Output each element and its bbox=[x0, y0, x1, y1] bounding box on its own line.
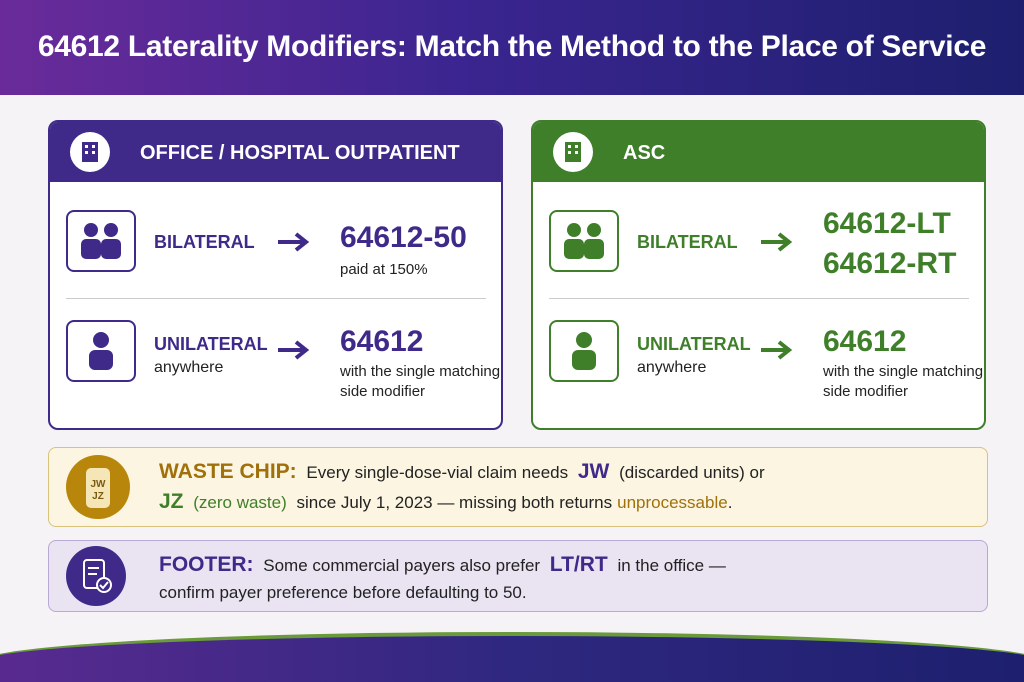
code: JW bbox=[577, 460, 610, 483]
footer-label: FOOTER: bbox=[159, 553, 254, 576]
arrow bbox=[761, 232, 793, 252]
code: JZ bbox=[159, 490, 184, 513]
people-icon bbox=[549, 210, 619, 272]
highlight: unprocessable bbox=[617, 493, 728, 512]
building-icon bbox=[553, 132, 593, 172]
arrow bbox=[761, 340, 793, 360]
panel-header: ASC bbox=[533, 122, 984, 182]
divider bbox=[549, 298, 969, 299]
note: with the single matching side modifier bbox=[340, 363, 501, 400]
chip-label: WASTE CHIP: bbox=[159, 460, 297, 483]
text: Some commercial payers also prefer bbox=[263, 556, 541, 575]
text: in the office — bbox=[617, 556, 726, 575]
person-icon bbox=[549, 320, 619, 382]
text: Every single-dose-vial claim needs bbox=[306, 463, 569, 482]
text-line: JZ (zero waste) since July 1, 2023 — mis… bbox=[159, 490, 737, 514]
code: 64612-50 bbox=[340, 221, 467, 254]
vial-icon: JW JZ bbox=[66, 455, 130, 519]
person-icon bbox=[66, 320, 136, 382]
panel-heading: ASC bbox=[623, 142, 666, 164]
icon-text: JZ bbox=[92, 491, 104, 502]
code: 64612 bbox=[340, 325, 424, 358]
code: 64612-LT bbox=[823, 207, 951, 240]
row-sublabel: anywhere bbox=[637, 359, 707, 376]
panel-heading: OFFICE / HOSPITAL OUTPATIENT bbox=[140, 142, 460, 164]
text: (zero waste) bbox=[193, 493, 287, 512]
code: 64612 bbox=[823, 325, 907, 358]
text-line: WASTE CHIP: Every single-dose-vial claim… bbox=[159, 460, 770, 484]
footer-band bbox=[0, 632, 1024, 682]
arrow bbox=[278, 340, 310, 360]
code: 64612-RT bbox=[823, 247, 957, 280]
text: confirm payer preference before defaulti… bbox=[159, 583, 527, 602]
text: . bbox=[727, 493, 733, 512]
row-label: UNILATERAL bbox=[637, 334, 751, 354]
icon-text: JW bbox=[91, 479, 107, 490]
building-icon bbox=[70, 132, 110, 172]
row-label: BILATERAL bbox=[637, 232, 738, 252]
panel-header: OFFICE / HOSPITAL OUTPATIENT bbox=[50, 122, 501, 182]
panel: ASC BILATERAL 64612-LT 64612-RT UNILATER… bbox=[531, 120, 986, 430]
waste-chip: JW JZ WASTE CHIP: Every single-dose-vial… bbox=[48, 447, 988, 527]
people-icon bbox=[66, 210, 136, 272]
text: since July 1, 2023 — missing both return… bbox=[296, 493, 613, 512]
note: paid at 150% bbox=[340, 261, 428, 278]
checklist-icon bbox=[66, 546, 126, 606]
row-sublabel: anywhere bbox=[154, 359, 224, 376]
row-label: UNILATERAL bbox=[154, 334, 268, 354]
panel: OFFICE / HOSPITAL OUTPATIENT BILATERAL 6… bbox=[48, 120, 503, 430]
code: LT/RT bbox=[549, 553, 608, 576]
text: (discarded units) or bbox=[619, 463, 765, 482]
title: 64612 Laterality Modifiers: Match the Me… bbox=[37, 30, 987, 63]
text-line: FOOTER: Some commercial payers also pref… bbox=[159, 553, 731, 577]
footer-box: FOOTER: Some commercial payers also pref… bbox=[48, 540, 988, 612]
text-line: confirm payer preference before defaulti… bbox=[159, 583, 532, 603]
arrow bbox=[278, 232, 310, 252]
note: with the single matching side modifier bbox=[823, 363, 984, 400]
divider bbox=[66, 298, 486, 299]
header-band bbox=[0, 0, 1024, 95]
row-label: BILATERAL bbox=[154, 232, 255, 252]
